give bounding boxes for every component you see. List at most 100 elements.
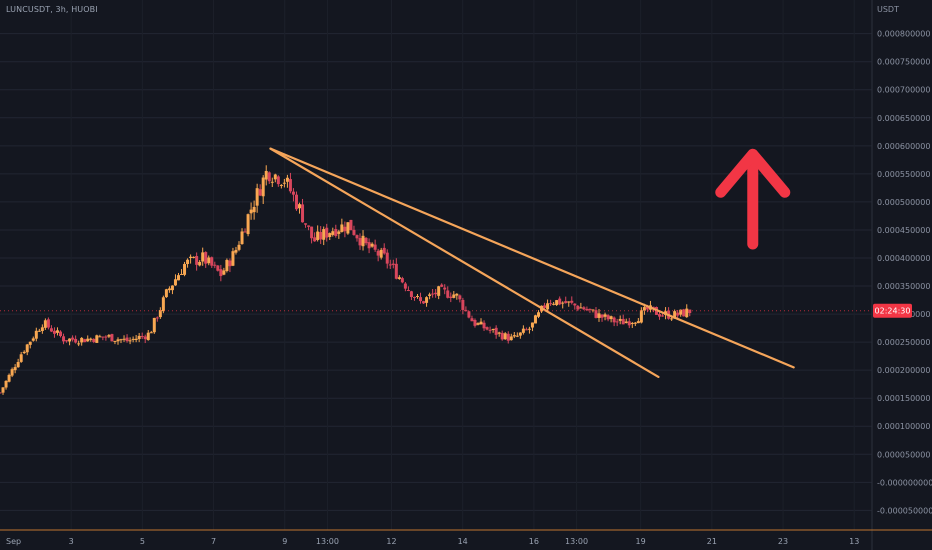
candle-body <box>92 339 96 342</box>
candle-body <box>594 310 598 318</box>
candle-body <box>101 336 105 338</box>
candle-body <box>394 263 398 279</box>
candle-body <box>419 297 423 302</box>
candle-body <box>400 278 404 283</box>
candle-body <box>116 339 120 342</box>
candle-body <box>537 312 541 317</box>
candle-body <box>576 305 580 310</box>
candle-body <box>255 188 259 206</box>
candle-body <box>651 306 655 308</box>
candle-body <box>455 293 459 296</box>
candle-body <box>573 303 577 306</box>
candle-body <box>152 317 156 333</box>
candle-body <box>176 275 180 281</box>
candle-body <box>180 273 184 275</box>
candle-body <box>288 179 292 192</box>
candle-body <box>207 257 211 264</box>
candle-body <box>40 327 44 332</box>
candle-body <box>219 269 223 277</box>
up-arrow-annotation[interactable] <box>715 148 791 250</box>
candle-body <box>488 329 492 331</box>
symbol-label: LUNCUSDT, 3h, HUOBI <box>6 5 98 14</box>
candle-body <box>570 300 574 303</box>
candle-body <box>555 300 559 305</box>
candle-body <box>113 340 117 342</box>
candle-body <box>434 292 438 295</box>
time-axis[interactable]: Sep 3 5 7 9 13:00 12 14 16 13:00 19 21 23 13 <box>0 529 932 546</box>
candle-body <box>636 321 640 324</box>
candle-body <box>140 336 144 338</box>
candle-body <box>270 181 274 183</box>
candle-body <box>615 321 619 323</box>
candle-body <box>458 295 462 300</box>
candle-body <box>243 231 247 233</box>
candle-body <box>77 343 81 345</box>
trendline[interactable] <box>269 147 660 378</box>
candle-body <box>533 315 537 324</box>
countdown-badge <box>873 303 912 318</box>
candle-body <box>43 320 47 328</box>
candles <box>0 165 692 395</box>
candle-body <box>28 341 32 345</box>
candle-body <box>503 333 507 340</box>
candle-body <box>186 259 190 264</box>
x-tick-label: 21 <box>707 537 717 546</box>
candle-body <box>276 176 280 185</box>
candle-body <box>633 322 637 324</box>
candle-body <box>170 285 174 291</box>
y-tick-label: 0.000750000 <box>877 58 930 67</box>
candle-body <box>527 328 531 330</box>
candle-body <box>437 286 441 296</box>
candle-body <box>588 308 592 310</box>
candle-body <box>74 338 78 343</box>
candle-body <box>621 318 625 325</box>
candle-body <box>358 238 362 246</box>
candle-body <box>682 309 686 317</box>
candle-body <box>579 307 583 309</box>
candle-body <box>627 321 631 326</box>
candle-body <box>213 264 217 266</box>
candle-body <box>249 209 253 214</box>
candle-body <box>521 328 525 333</box>
y-tick-label: 0.000200000 <box>877 366 930 375</box>
candle-body <box>409 291 413 297</box>
candle-body <box>497 332 501 334</box>
countdown-text: 02:24:30 <box>875 307 911 316</box>
candle-body <box>461 299 465 310</box>
candle-body <box>524 329 528 331</box>
candle-body <box>658 314 662 317</box>
candle-body <box>1 387 5 393</box>
candle-body <box>164 289 168 298</box>
candle-body <box>10 369 14 376</box>
candle-body <box>367 242 371 249</box>
candle-body <box>476 323 480 325</box>
candle-body <box>261 177 265 197</box>
candle-body <box>161 297 165 312</box>
x-tick-label: 16 <box>529 537 539 546</box>
candle-body <box>346 222 350 234</box>
trendlines[interactable] <box>269 147 795 378</box>
candle-body <box>204 252 208 264</box>
candle-body <box>319 232 323 240</box>
candle-body <box>222 270 226 275</box>
candle-body <box>52 330 56 334</box>
candle-body <box>479 321 483 325</box>
candle-body <box>391 263 395 265</box>
candle-body <box>134 338 138 341</box>
candle-body <box>431 293 435 295</box>
candle-body <box>661 315 665 317</box>
y-tick-label: 0.000250000 <box>877 338 930 347</box>
x-tick-label: 5 <box>140 537 145 546</box>
trendline[interactable] <box>269 147 795 369</box>
candle-body <box>313 237 317 242</box>
candle-body <box>13 367 17 371</box>
candle-body <box>385 252 389 264</box>
x-tick-label: 13 <box>849 537 859 546</box>
candle-body <box>561 302 565 304</box>
candle-body <box>688 309 692 314</box>
candle-body <box>59 331 63 337</box>
x-tick-label: 19 <box>636 537 646 546</box>
